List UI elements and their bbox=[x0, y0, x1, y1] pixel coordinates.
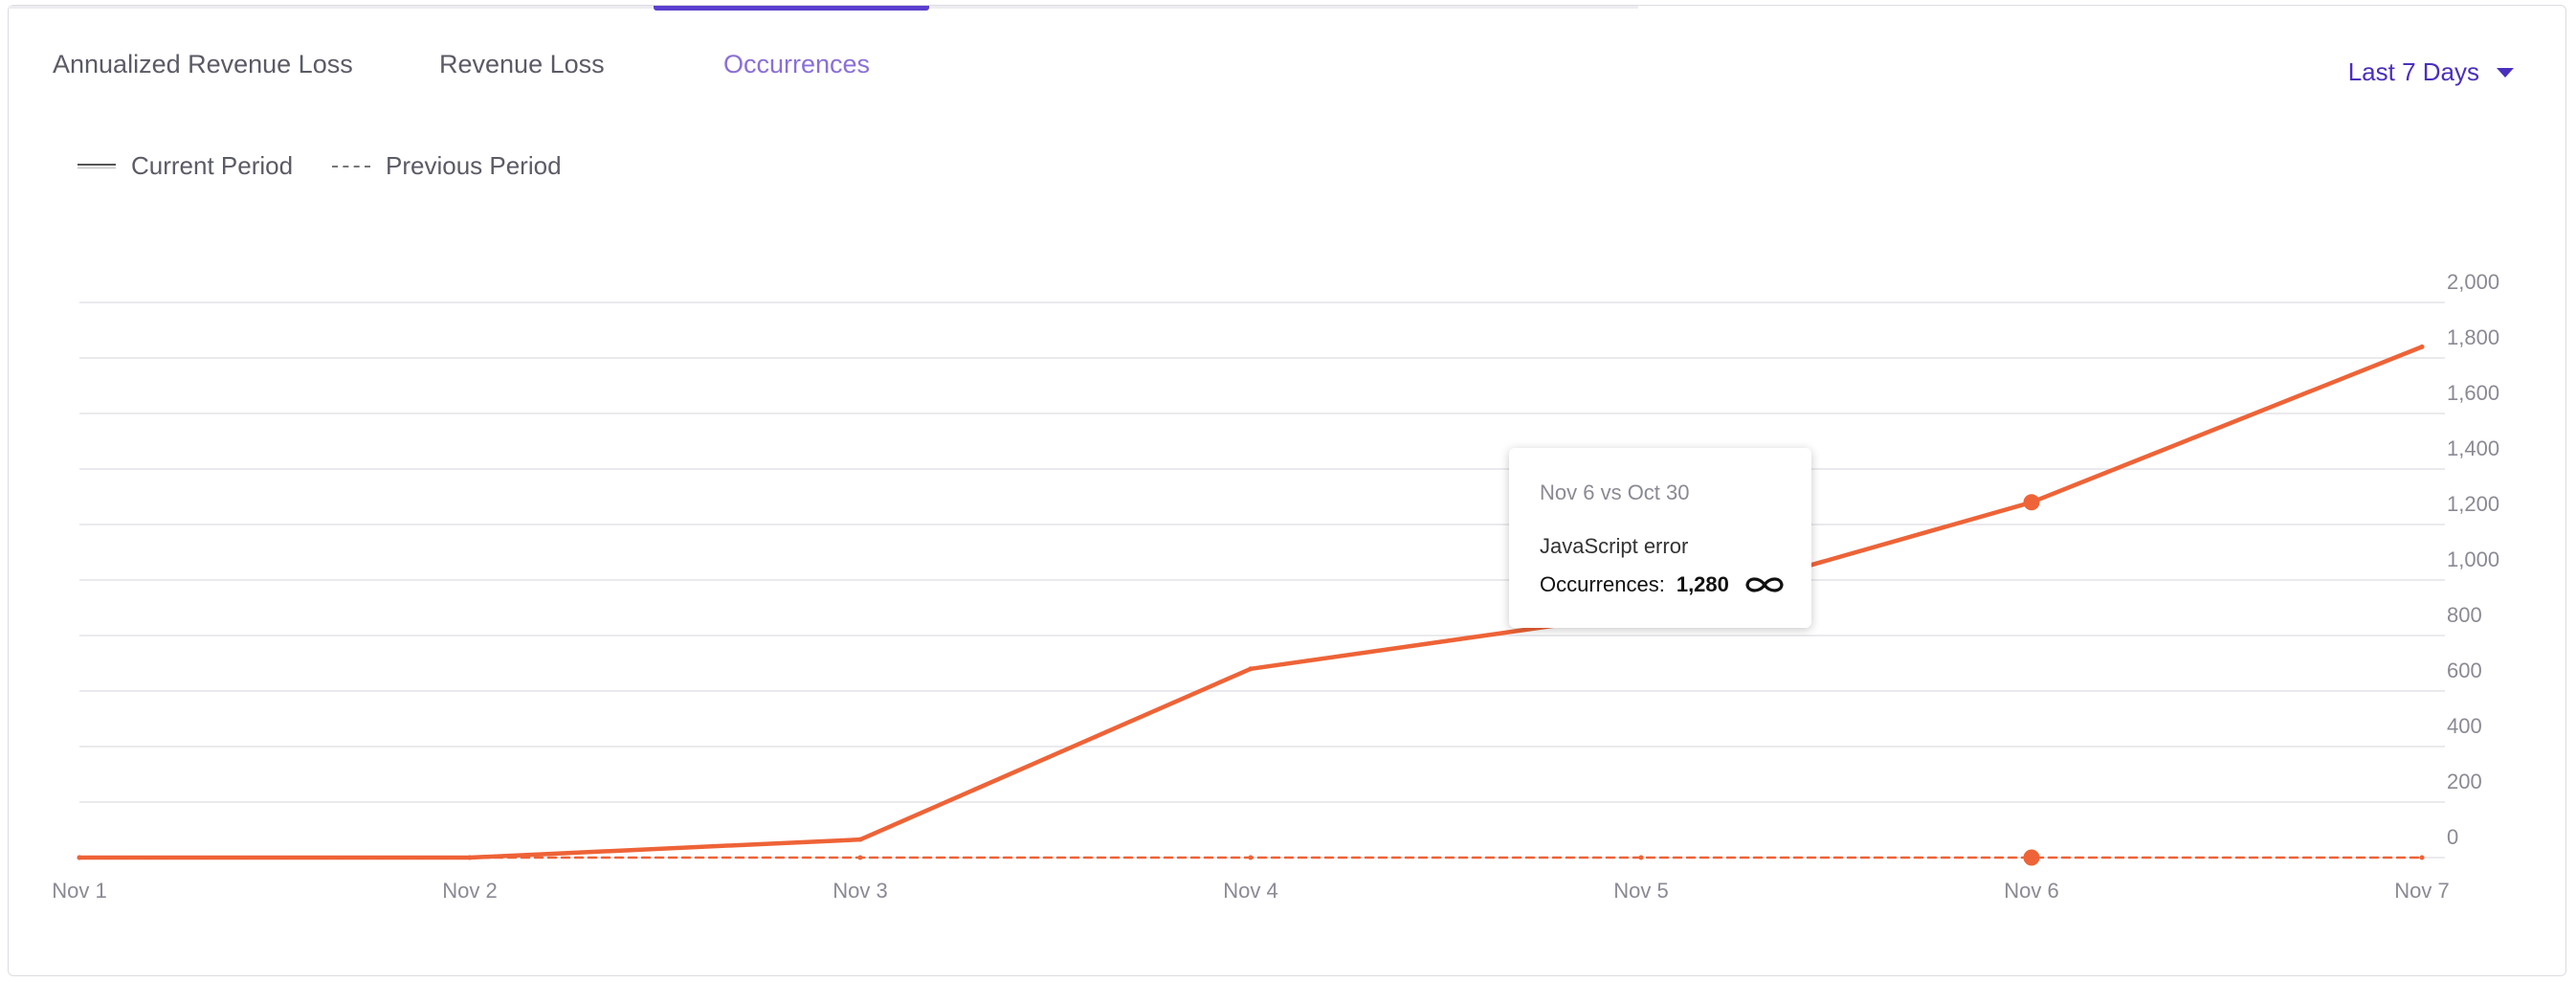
active-tab-indicator bbox=[654, 6, 929, 11]
x-tick-label: Nov 2 bbox=[442, 879, 497, 903]
legend-previous-label: Previous Period bbox=[386, 151, 562, 180]
y-tick-label: 1,600 bbox=[2447, 381, 2499, 405]
x-tick-label: Nov 3 bbox=[833, 879, 887, 903]
y-tick-label: 400 bbox=[2447, 714, 2482, 738]
data-point-previous bbox=[77, 855, 82, 860]
y-tick-label: 1,800 bbox=[2447, 325, 2499, 349]
y-tick-label: 1,200 bbox=[2447, 492, 2499, 516]
tooltip: Nov 6 vs Oct 30 JavaScript error Occurre… bbox=[1509, 448, 1811, 628]
x-tick-label: Nov 7 bbox=[2394, 879, 2449, 903]
tab-annualized-revenue-loss[interactable]: Annualized Revenue Loss bbox=[53, 50, 353, 78]
y-tick-label: 1,000 bbox=[2447, 547, 2499, 571]
tooltip-series: JavaScript error bbox=[1540, 534, 1689, 558]
data-point-previous bbox=[1248, 855, 1254, 860]
tooltip-value: 1,280 bbox=[1676, 572, 1729, 596]
legend-current-label: Current Period bbox=[131, 151, 294, 180]
x-tick-label: Nov 1 bbox=[52, 879, 106, 903]
series-line-current bbox=[77, 345, 2425, 860]
dashed-line-swatch-icon bbox=[332, 165, 370, 167]
x-tick-label: Nov 5 bbox=[1613, 879, 1668, 903]
infinity-icon bbox=[1745, 577, 1784, 592]
data-point-previous bbox=[857, 855, 863, 860]
y-tick-label: 1,400 bbox=[2447, 436, 2499, 460]
legend-current-period[interactable]: Current Period bbox=[78, 151, 293, 181]
y-tick-label: 600 bbox=[2447, 658, 2482, 682]
data-point-current bbox=[857, 837, 863, 842]
chart-panel: Annualized Revenue Loss Revenue Loss Occ… bbox=[8, 5, 2566, 976]
date-range-label: Last 7 Days bbox=[2347, 57, 2479, 86]
tab-occurrences[interactable]: Occurrences bbox=[723, 50, 871, 78]
caret-down-icon bbox=[2497, 67, 2514, 78]
y-tick-label: 200 bbox=[2447, 770, 2482, 793]
date-range-dropdown[interactable]: Last 7 Days bbox=[2348, 57, 2514, 87]
tooltip-value-row: Occurrences: 1,280 bbox=[1540, 572, 1811, 597]
highlight-point-current bbox=[2023, 494, 2040, 511]
data-point-current bbox=[1248, 666, 1254, 672]
line-chart: 0 200 400 600 800 1,000 1,200 1,400 1,600 1,800 2,… bbox=[52, 270, 2499, 903]
solid-line-swatch-icon bbox=[78, 164, 116, 168]
x-tick-label: Nov 6 bbox=[2004, 879, 2058, 903]
legend-previous-period[interactable]: Previous Period bbox=[332, 151, 562, 181]
y-tick-label: 0 bbox=[2447, 825, 2458, 849]
data-point-current bbox=[2419, 344, 2425, 349]
y-tick-label: 800 bbox=[2447, 603, 2482, 627]
tooltip-date: Nov 6 vs Oct 30 bbox=[1540, 480, 1690, 504]
highlight-point-previous bbox=[2023, 849, 2040, 866]
data-point-previous bbox=[1638, 855, 1644, 860]
x-tick-label: Nov 4 bbox=[1223, 879, 1277, 903]
tab-revenue-loss[interactable]: Revenue Loss bbox=[439, 50, 605, 78]
data-point-previous bbox=[2419, 855, 2425, 860]
y-tick-label: 2,000 bbox=[2447, 270, 2499, 294]
tooltip-metric-label: Occurrences: bbox=[1540, 572, 1665, 596]
data-point-previous bbox=[467, 855, 473, 860]
